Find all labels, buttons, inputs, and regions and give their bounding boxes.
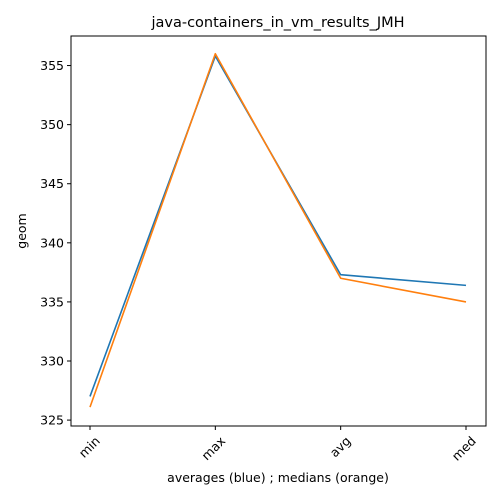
- y-axis-label: geom: [14, 213, 29, 248]
- y-axis-ticks: 325 330 335 340 345 350 355: [40, 58, 71, 428]
- x-tick-label: med: [449, 433, 479, 463]
- series-line-1: [89, 52, 467, 408]
- y-tick-label: 335: [40, 294, 64, 309]
- x-tick-label: max: [198, 433, 228, 463]
- chart-title: java-containers_in_vm_results_JMH: [150, 15, 404, 31]
- series-line-0: [89, 55, 467, 397]
- x-tick-label: avg: [327, 433, 354, 460]
- series-layer: [89, 52, 467, 408]
- x-axis-label: averages (blue) ; medians (orange): [167, 470, 389, 485]
- y-tick-label: 325: [40, 413, 64, 428]
- y-tick-label: 330: [40, 354, 64, 369]
- y-tick-label: 350: [40, 117, 64, 132]
- plot-area: 325 330 335 340 345 350 355 min max avg med: [40, 35, 487, 464]
- plot-frame: [70, 35, 487, 427]
- y-tick-label: 355: [40, 58, 64, 73]
- x-tick-label: min: [76, 433, 103, 460]
- y-tick-label: 340: [40, 235, 64, 250]
- x-axis-ticks: min max avg med: [76, 426, 479, 464]
- y-tick-label: 345: [40, 176, 64, 191]
